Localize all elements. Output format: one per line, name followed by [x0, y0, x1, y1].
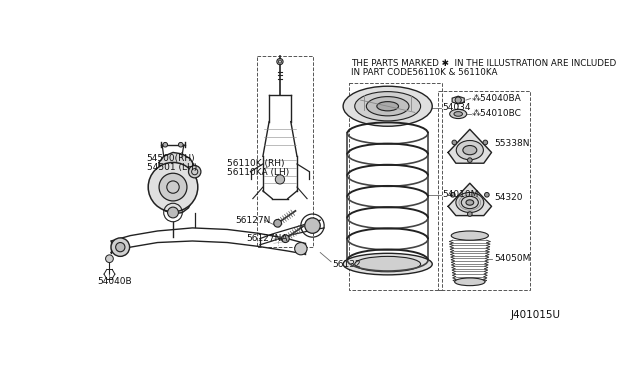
Ellipse shape — [343, 253, 432, 275]
Text: 56127N: 56127N — [235, 216, 270, 225]
Circle shape — [159, 173, 187, 201]
Text: 56127NA: 56127NA — [246, 234, 288, 243]
Text: ⁂54040BA: ⁂54040BA — [472, 94, 522, 103]
Circle shape — [467, 158, 472, 163]
Circle shape — [455, 97, 461, 103]
Circle shape — [294, 243, 307, 255]
Circle shape — [148, 163, 198, 212]
Circle shape — [305, 218, 320, 233]
Ellipse shape — [456, 141, 483, 160]
Circle shape — [274, 219, 282, 227]
Ellipse shape — [461, 196, 478, 209]
Text: THE PARTS MARKED ✱  IN THE ILLUSTRATION ARE INCLUDED: THE PARTS MARKED ✱ IN THE ILLUSTRATION A… — [351, 58, 616, 67]
Circle shape — [484, 192, 489, 197]
Polygon shape — [448, 129, 492, 163]
Circle shape — [116, 243, 125, 252]
Text: J401015U: J401015U — [511, 310, 561, 320]
Bar — [438, 91, 529, 289]
Circle shape — [277, 58, 283, 65]
Circle shape — [451, 192, 455, 197]
Text: 56110KA (LH): 56110KA (LH) — [227, 168, 289, 177]
Text: 54500(RH): 54500(RH) — [147, 154, 195, 163]
Ellipse shape — [466, 200, 474, 205]
Ellipse shape — [454, 112, 463, 116]
Text: 54040B: 54040B — [97, 276, 132, 286]
Ellipse shape — [456, 192, 484, 212]
Polygon shape — [154, 172, 193, 214]
Text: 54010M: 54010M — [443, 190, 479, 199]
Circle shape — [111, 238, 130, 256]
Ellipse shape — [355, 256, 420, 272]
Text: 55338N: 55338N — [494, 139, 529, 148]
Circle shape — [168, 207, 179, 218]
Ellipse shape — [463, 145, 477, 155]
Text: 54050M: 54050M — [494, 254, 530, 263]
Ellipse shape — [343, 86, 432, 126]
Circle shape — [163, 142, 168, 147]
Polygon shape — [448, 183, 492, 216]
Text: 56132: 56132 — [333, 260, 361, 269]
Text: 56110K (RH): 56110K (RH) — [227, 160, 285, 169]
Ellipse shape — [450, 109, 467, 119]
Circle shape — [106, 255, 113, 263]
Text: 54320: 54320 — [494, 193, 522, 202]
Text: 54034: 54034 — [443, 103, 471, 112]
Text: IN PART CODE56110K & 56110KA: IN PART CODE56110K & 56110KA — [351, 68, 498, 77]
Text: ⁂54010BC: ⁂54010BC — [472, 109, 522, 118]
Circle shape — [282, 235, 289, 243]
Ellipse shape — [451, 231, 488, 240]
Bar — [349, 83, 442, 289]
Text: 54501 (LH): 54501 (LH) — [147, 163, 197, 171]
Circle shape — [452, 140, 457, 145]
Ellipse shape — [355, 92, 420, 121]
Polygon shape — [452, 96, 464, 104]
Circle shape — [189, 166, 201, 178]
Ellipse shape — [454, 278, 485, 286]
Circle shape — [483, 140, 488, 145]
Ellipse shape — [366, 97, 409, 116]
Bar — [257, 56, 312, 247]
Circle shape — [467, 212, 472, 217]
Ellipse shape — [377, 102, 399, 111]
Polygon shape — [159, 153, 195, 177]
Circle shape — [179, 142, 183, 147]
Circle shape — [275, 175, 285, 184]
